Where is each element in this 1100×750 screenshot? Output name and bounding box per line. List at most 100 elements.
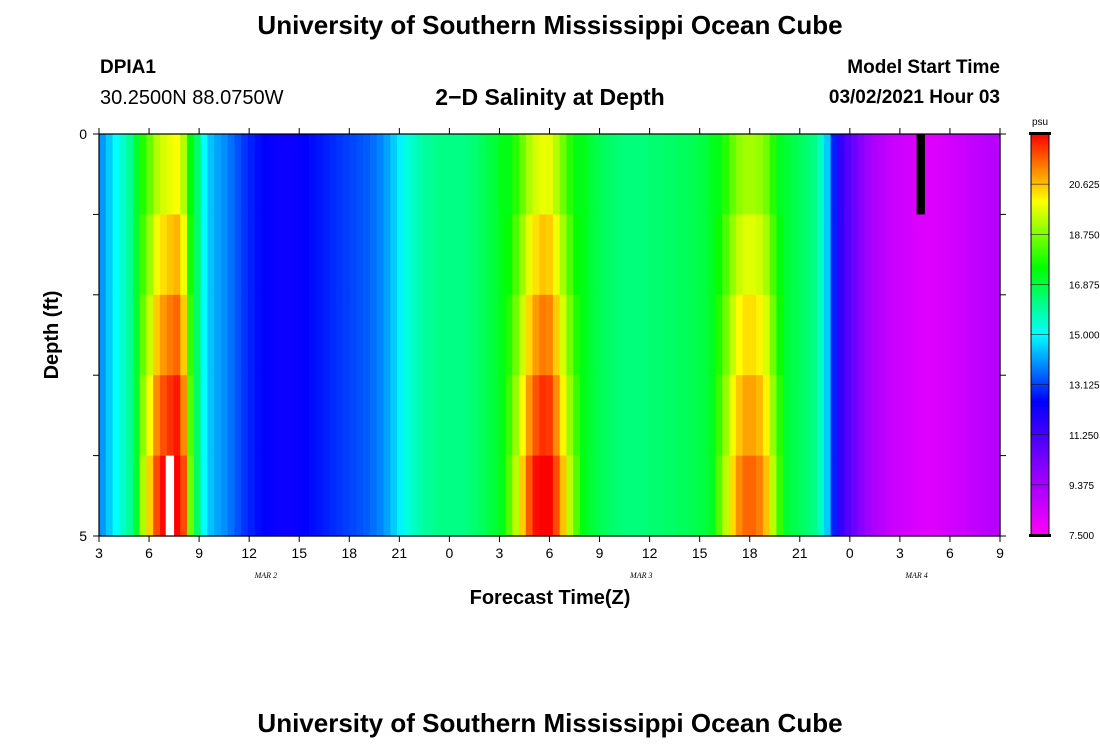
heatmap-cell <box>878 214 886 296</box>
heatmap-cell <box>688 455 696 537</box>
heatmap-cell <box>519 455 527 537</box>
heatmap-cell <box>756 294 764 376</box>
heatmap-cell <box>166 294 175 376</box>
heatmap-cell <box>356 134 364 215</box>
heatmap-cell <box>620 134 628 215</box>
heatmap-cell <box>417 455 425 537</box>
heatmap-cell <box>410 134 418 215</box>
heatmap-cell <box>972 134 981 215</box>
heatmap-cell <box>322 214 330 296</box>
heatmap-cell <box>248 214 256 296</box>
heatmap-cell <box>823 134 832 215</box>
heatmap-cell <box>898 214 906 296</box>
heatmap-cell <box>539 294 547 376</box>
heatmap-cell <box>119 455 127 537</box>
heatmap-cell <box>789 294 798 376</box>
heatmap-cell <box>336 214 344 296</box>
heatmap-cell <box>390 214 398 296</box>
heatmap-cell <box>159 134 168 215</box>
heatmap-cell <box>830 455 839 537</box>
heatmap-cell <box>295 294 303 376</box>
heatmap-cell <box>132 214 141 296</box>
heatmap-cell <box>783 134 791 215</box>
heatmap-cell <box>309 294 317 376</box>
colorbar-unit: psu <box>1032 117 1048 128</box>
heatmap-cell <box>735 134 744 215</box>
heatmap-cell <box>214 294 222 376</box>
heatmap-cell <box>579 375 588 457</box>
heatmap-cell <box>546 214 554 296</box>
heatmap-cell <box>336 294 344 376</box>
heatmap-cell <box>105 214 114 296</box>
heatmap-cell <box>729 134 737 215</box>
heatmap-cell <box>708 294 717 376</box>
heatmap-cell <box>261 455 269 537</box>
heatmap-cell <box>661 455 669 537</box>
heatmap-cell <box>424 294 432 376</box>
heatmap-cell <box>498 294 507 376</box>
heatmap-cell <box>573 455 581 537</box>
heatmap-cell <box>322 294 330 376</box>
heatmap-cell <box>573 134 581 215</box>
heatmap-cell <box>769 134 778 215</box>
heatmap-cell <box>180 455 188 537</box>
heatmap-cell <box>478 455 486 537</box>
heatmap-cell <box>654 294 662 376</box>
x-axis-label: Forecast Time(Z) <box>470 587 631 609</box>
heatmap-cell <box>925 214 933 296</box>
heatmap-cell <box>844 294 852 376</box>
heatmap-cell <box>261 214 269 296</box>
heatmap-cell <box>884 375 893 457</box>
heatmap-cell <box>878 134 886 215</box>
heatmap-cell <box>986 455 994 537</box>
heatmap-cell <box>241 294 249 376</box>
heatmap-cell <box>458 294 466 376</box>
heatmap-cell <box>776 375 784 457</box>
heatmap-cell <box>153 134 161 215</box>
date-label: MAR 2 <box>254 571 277 580</box>
heatmap-cell <box>884 294 893 376</box>
heatmap-cell <box>275 214 283 296</box>
heatmap-cell <box>850 455 859 537</box>
heatmap-cell <box>451 375 459 457</box>
heatmap-cell <box>187 375 195 457</box>
heatmap-cell <box>275 134 283 215</box>
heatmap-cell <box>898 455 906 537</box>
heatmap-cell <box>478 214 486 296</box>
heatmap-cell <box>586 214 595 296</box>
heatmap-cell <box>349 294 358 376</box>
heatmap-cell <box>288 214 297 296</box>
heatmap-cell <box>911 375 920 457</box>
heatmap-cell <box>952 134 960 215</box>
heatmap-cell <box>126 375 134 457</box>
x-tick-label: 3 <box>896 545 904 561</box>
heatmap-cell <box>823 294 832 376</box>
heatmap-cell <box>945 214 954 296</box>
heatmap-cell <box>857 294 866 376</box>
heatmap-cell <box>979 214 988 296</box>
heatmap-cell <box>248 134 256 215</box>
heatmap-cell <box>187 455 195 537</box>
heatmap-cell <box>512 375 520 457</box>
heatmap-cell <box>552 455 561 537</box>
heatmap-cell <box>573 375 581 457</box>
heatmap-cell <box>430 455 439 537</box>
heatmap-cell <box>451 455 459 537</box>
heatmap-cell <box>227 294 236 376</box>
heatmap-cell <box>153 214 161 296</box>
heatmap-cell <box>613 214 622 296</box>
heatmap-cell <box>268 455 276 537</box>
heatmap-cell <box>837 294 845 376</box>
heatmap-cell <box>627 134 635 215</box>
heatmap-cell <box>613 294 622 376</box>
heatmap-cell <box>532 455 540 537</box>
heatmap-cell <box>966 375 974 457</box>
x-tick-label: 12 <box>241 545 257 561</box>
heatmap-cell <box>309 134 317 215</box>
heatmap-cell <box>410 455 418 537</box>
colorbar-tick-label: 9.375 <box>1069 481 1094 492</box>
heatmap-cell <box>512 214 520 296</box>
heatmap-cell <box>254 294 263 376</box>
heatmap-cell <box>437 294 446 376</box>
heatmap-cell <box>220 294 229 376</box>
